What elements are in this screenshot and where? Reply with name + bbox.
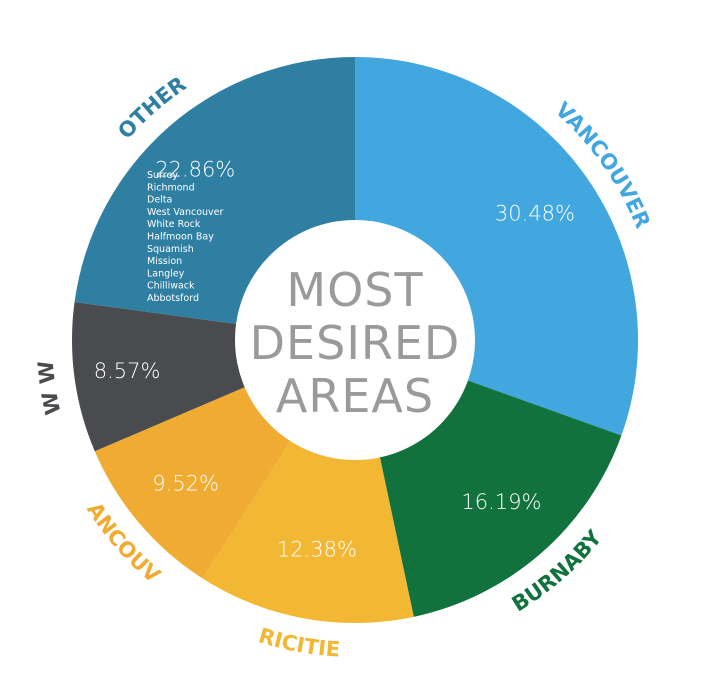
chart-title: MOST DESIRED AREAS: [250, 263, 461, 423]
percent-label-new-west: 8.57%: [94, 359, 161, 383]
category-label-new-west: NEW WEST: [0, 0, 66, 417]
other-area-item: Surrey: [147, 170, 178, 181]
title-line-2: DESIRED: [250, 316, 461, 370]
other-area-item: White Rock: [147, 219, 201, 230]
percent-label-n-vancouver: 9.52%: [152, 472, 219, 496]
center-hole: [235, 220, 475, 460]
percent-label-tricities: 12.38%: [277, 538, 357, 562]
other-area-item: Squamish: [147, 244, 194, 255]
percent-label-other: 22.86%: [155, 157, 235, 181]
title-line-3: AREAS: [276, 369, 434, 423]
other-area-item: Chilliwack: [147, 281, 195, 292]
title-line-1: MOST: [286, 263, 423, 317]
percent-labels: 30.48% 16.19% 12.38% 9.52% 8.57% 22.86%: [94, 157, 575, 561]
percent-label-burnaby: 16.19%: [461, 490, 541, 514]
other-area-item: Langley: [147, 268, 185, 279]
other-area-item: Abbotsford: [147, 293, 199, 304]
other-area-item: West Vancouver: [147, 207, 224, 218]
percent-label-vancouver: 30.48%: [495, 201, 575, 225]
other-area-item: Mission: [147, 256, 182, 267]
other-area-item: Richmond: [147, 182, 195, 193]
other-area-item: Delta: [147, 195, 172, 206]
other-area-item: Halfmoon Bay: [147, 232, 214, 243]
